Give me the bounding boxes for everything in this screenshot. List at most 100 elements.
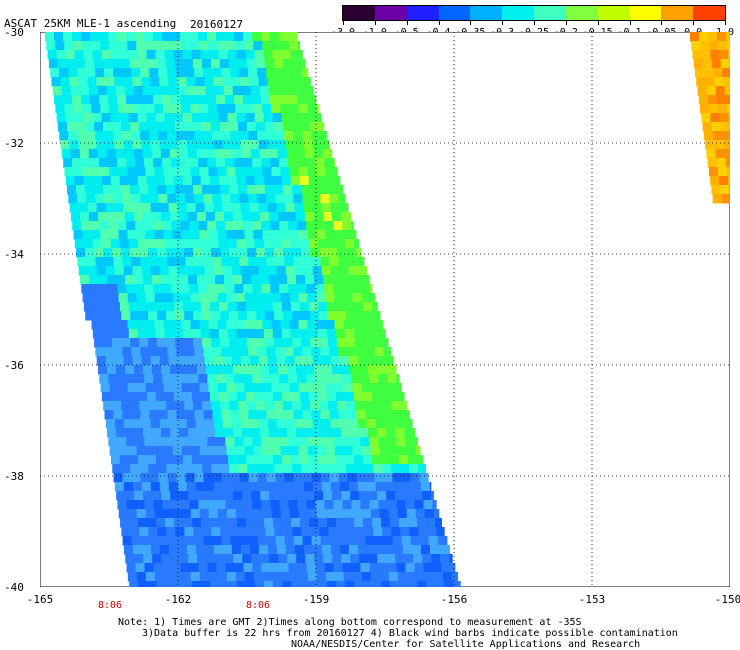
swath-cell	[710, 176, 720, 186]
swath-cell	[248, 536, 259, 546]
swath-cell	[380, 329, 386, 339]
swath-cell	[225, 284, 235, 294]
swath-cell	[184, 464, 194, 474]
swath-cell	[163, 509, 174, 519]
swath-cell	[279, 437, 289, 447]
swath-cell	[188, 428, 198, 438]
swath-cell	[194, 257, 204, 267]
swath-cell	[298, 104, 308, 114]
swath-cell	[354, 581, 364, 587]
swath-cell	[378, 500, 388, 510]
swath-cell	[213, 203, 224, 213]
swath-cell	[125, 491, 135, 501]
swath-cell	[146, 50, 157, 60]
swath-cell	[274, 401, 284, 411]
swath-cell	[370, 320, 381, 330]
swath-cell	[280, 230, 291, 240]
swath-cell	[328, 527, 338, 537]
swath-cell	[112, 464, 122, 474]
swath-cell	[184, 338, 194, 348]
swath-cell	[94, 338, 104, 348]
swath-cell	[218, 239, 229, 249]
swath-cell	[304, 149, 315, 159]
swath-cell	[334, 320, 345, 330]
swath-cell	[307, 509, 318, 519]
swath-cell	[208, 572, 219, 582]
swath-cell	[328, 338, 338, 348]
swath-cell	[104, 131, 114, 141]
swath-cell	[134, 554, 144, 564]
swath-cell	[193, 311, 203, 321]
swath-cell	[183, 122, 194, 132]
swath-cell	[303, 482, 314, 492]
swath-cell	[144, 95, 154, 105]
swath-cell	[165, 122, 176, 132]
swath-cell	[405, 437, 415, 447]
swath-cell	[231, 140, 242, 150]
swath-cell	[715, 149, 725, 159]
swath-cell	[300, 581, 310, 587]
swath-cell	[353, 302, 364, 312]
swath-cell	[234, 221, 244, 231]
swath-cell	[299, 302, 310, 312]
swath-cell	[148, 338, 158, 348]
swath-cell	[235, 104, 245, 114]
swath-cell	[167, 68, 177, 78]
swath-cell	[102, 59, 113, 69]
swath-cell	[382, 401, 392, 411]
swath-cell	[92, 239, 103, 249]
swath-cell	[261, 374, 271, 384]
swath-cell	[253, 320, 264, 330]
swath-cell	[292, 338, 302, 348]
swath-cell	[410, 473, 421, 483]
swath-east	[690, 32, 730, 204]
swath-cell	[390, 581, 400, 587]
swath-cell	[257, 410, 267, 420]
swath-cell	[155, 239, 166, 249]
swath-cell	[356, 257, 365, 267]
swath-cell	[256, 464, 266, 474]
swath-cell	[344, 302, 355, 312]
swath-cell	[288, 374, 298, 384]
swath-cell	[135, 221, 145, 231]
swath-cell	[214, 149, 225, 159]
swath-cell	[321, 356, 332, 366]
swath-cell	[167, 473, 178, 483]
swath-cell	[194, 410, 204, 420]
swath-cell	[298, 230, 309, 240]
swath-cell	[123, 419, 134, 429]
swath-cell	[362, 302, 373, 312]
swath-cell	[266, 194, 276, 204]
swath-cell	[137, 176, 148, 186]
swath-cell	[409, 464, 419, 474]
swath-cell	[110, 113, 121, 123]
swath-cell	[174, 518, 184, 528]
swath-cell	[302, 257, 312, 267]
swath-cell	[205, 212, 216, 222]
swath-cell	[232, 86, 243, 96]
swath-cell	[70, 86, 81, 96]
swath-cell	[208, 383, 219, 393]
swath-cell	[280, 41, 290, 51]
swath-cell	[126, 437, 136, 447]
swath-cell	[239, 257, 249, 267]
swath-cell	[149, 347, 159, 357]
swath-cell	[57, 59, 68, 69]
swath-cell	[431, 554, 441, 564]
swath-cell	[93, 59, 104, 69]
swath-cell	[720, 59, 730, 69]
swath-cell	[297, 158, 307, 168]
swath-cell	[381, 518, 391, 528]
swath-cell	[45, 32, 55, 42]
swath-cell	[162, 563, 173, 573]
swath-cell	[371, 392, 382, 402]
swath-cell	[126, 284, 136, 294]
gridlines	[40, 32, 730, 587]
swath-cell	[357, 419, 368, 429]
swath-cell	[282, 122, 293, 132]
swath-cell	[280, 167, 290, 177]
swath-cell	[284, 347, 294, 357]
swath-cell	[103, 401, 113, 411]
swath-cell	[197, 491, 207, 501]
swath-cell	[218, 302, 229, 312]
